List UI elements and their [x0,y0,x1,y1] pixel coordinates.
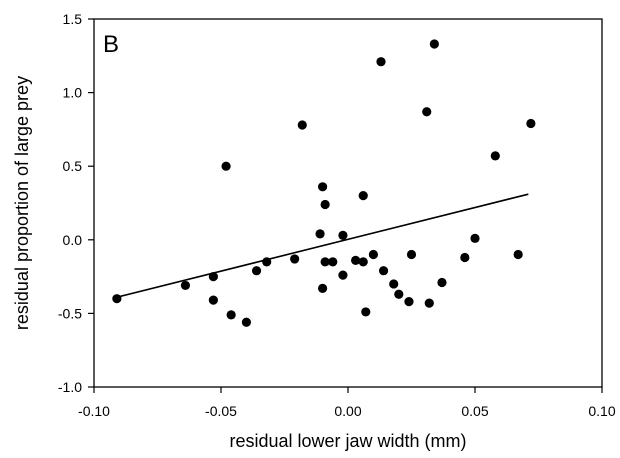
axis-ticks: -0.10 -0.05 0.00 0.05 0.10 -1.0 -0.5 0.0 0.5 1.0 1… [58,11,616,419]
x-tick-label: -0.10 [78,403,110,419]
data-point [328,257,338,267]
data-point [112,294,122,304]
data-point [208,272,218,282]
y-tick-label: -1.0 [58,379,82,395]
x-axis-label: residual lower jaw width (mm) [229,431,466,451]
data-point [526,118,536,129]
plot-frame [93,18,603,388]
data-point [470,233,480,243]
data-point [460,252,470,263]
data-point [241,317,251,327]
data-point [358,257,368,267]
data-point [297,120,307,130]
y-tick-label: 0.0 [63,232,83,248]
y-tick-label: 0.5 [63,158,83,174]
data-point [513,249,523,260]
data-point [351,255,361,266]
data-series [112,39,536,327]
data-point [358,191,368,201]
data-point [424,298,434,308]
data-point [320,199,330,210]
x-tick-label: 0.05 [461,403,488,419]
data-point [368,249,378,260]
data-point [262,257,272,267]
data-point [318,283,328,293]
y-tick-label: 1.0 [63,85,83,101]
y-tick-label: -0.5 [58,305,82,321]
data-point [437,277,447,288]
regression-line [116,193,529,298]
data-point [422,107,432,117]
data-point [338,270,348,280]
y-tick-label: 1.5 [63,11,83,27]
data-point [320,257,330,267]
data-point [376,57,386,67]
y-axis-label: residual proportion of large prey [12,76,32,330]
data-point [221,161,231,171]
data-point [180,280,191,291]
data-point [208,295,218,305]
data-point [338,230,348,240]
data-point [290,254,300,264]
data-point [389,279,399,289]
data-point [315,229,325,239]
data-point [406,249,417,260]
data-point [251,266,262,276]
data-point [429,39,439,49]
data-point [378,266,389,276]
data-point [226,310,236,320]
panel-label: B [103,31,119,58]
data-point [404,297,414,307]
data-point [490,151,500,161]
data-point [318,182,328,192]
data-point [394,289,404,299]
x-tick-label: 0.10 [588,403,615,419]
data-point [361,307,371,317]
x-tick-label: -0.05 [205,403,237,419]
x-tick-label: 0.00 [334,403,361,419]
